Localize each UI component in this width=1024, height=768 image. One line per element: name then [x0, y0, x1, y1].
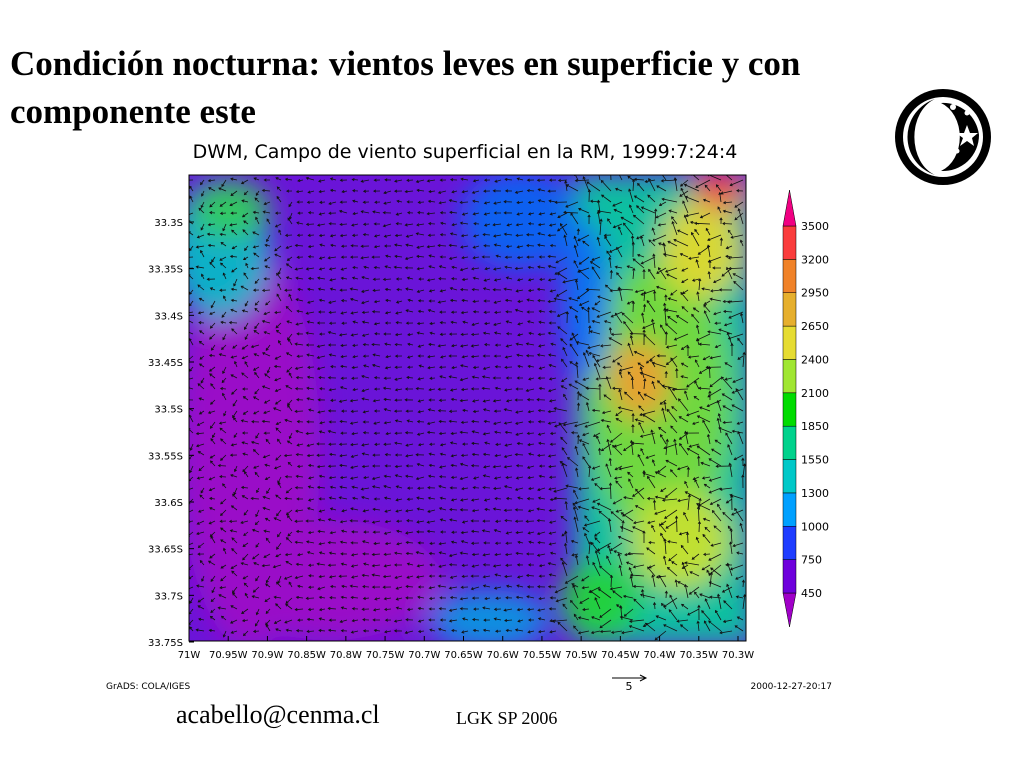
lon-label: 70.5W: [565, 650, 597, 661]
colorbar-band: [782, 459, 797, 494]
colorbar-band: [782, 559, 797, 594]
colorbar-label: 750: [801, 554, 822, 567]
colorbar-band: [782, 189, 797, 227]
map-title: DWM, Campo de viento superficial en la R…: [193, 141, 738, 163]
lon-label: 70.35W: [680, 650, 719, 661]
terrain-field: [189, 175, 746, 641]
lon-label: 70.7W: [408, 650, 440, 661]
colorbar-band: [782, 292, 797, 327]
colorbar-band: [782, 392, 797, 427]
lon-label: 70.3W: [722, 650, 754, 661]
lat-label: 33.45S: [148, 358, 183, 369]
colorbar-band: [782, 325, 797, 360]
colorbar-label: 450: [801, 587, 822, 600]
colorbar-label: 1000: [801, 520, 829, 533]
lon-label: 70.4W: [643, 650, 675, 661]
lon-label: 70.75W: [366, 650, 405, 661]
lat-label: 33.5S: [154, 405, 183, 416]
lat-label: 33.35S: [148, 265, 183, 276]
colorbar: 450 750 1000 1300 1550 1850 2100 2400 2650 2950 32…: [782, 189, 829, 628]
lon-label: 70.85W: [287, 650, 326, 661]
lon-label: 70.45W: [601, 650, 640, 661]
slide-title: Condición nocturna: vientos leves en sup…: [10, 44, 801, 131]
lon-label: 70.6W: [487, 650, 519, 661]
vector-scale-label: 5: [626, 680, 633, 693]
colorbar-label: 2950: [801, 287, 829, 300]
colorbar-band: [782, 425, 797, 460]
credit: LGK SP 2006: [456, 708, 558, 728]
lat-label: 33.7S: [154, 591, 183, 602]
colorbar-label: 2400: [801, 353, 829, 366]
footer-right: 2000-12-27-20:17: [751, 682, 833, 692]
colorbar-label: 2650: [801, 320, 829, 333]
map-figure: DWM, Campo de viento superficial en la R…: [106, 89, 991, 693]
colorbar-label: 1850: [801, 420, 829, 433]
lon-label: 70.8W: [330, 650, 362, 661]
lon-label: 71W: [178, 650, 201, 661]
lon-label: 70.9W: [251, 650, 283, 661]
colorbar-label: 2100: [801, 387, 829, 400]
author-email: acabello@cenma.cl: [176, 700, 380, 729]
colorbar-band: [782, 359, 797, 394]
lat-label: 33.3S: [154, 218, 183, 229]
lat-label: 33.75S: [148, 638, 183, 649]
colorbar-label: 1300: [801, 487, 829, 500]
wind-vectors: [189, 175, 746, 641]
lat-label: 33.65S: [148, 545, 183, 556]
colorbar-label: 3200: [801, 253, 829, 266]
lat-label: 33.4S: [154, 311, 183, 322]
footer-left: GrADS: COLA/IGES: [106, 682, 190, 692]
colorbar-label: 3500: [801, 220, 829, 233]
moon-icon: [895, 89, 991, 185]
colorbar-band: [782, 259, 797, 293]
lon-label: 70.55W: [523, 650, 562, 661]
colorbar-band: [782, 526, 797, 560]
lon-label: 70.65W: [444, 650, 483, 661]
plot-frame: [188, 174, 747, 642]
lat-label: 33.6S: [154, 498, 183, 509]
colorbar-band: [782, 225, 797, 260]
lat-label: 33.55S: [148, 451, 183, 462]
colorbar-band: [782, 592, 797, 628]
colorbar-band: [782, 492, 797, 527]
colorbar-label: 1550: [801, 454, 829, 467]
vector-scale-head: [639, 674, 648, 682]
lon-label: 70.95W: [209, 650, 248, 661]
